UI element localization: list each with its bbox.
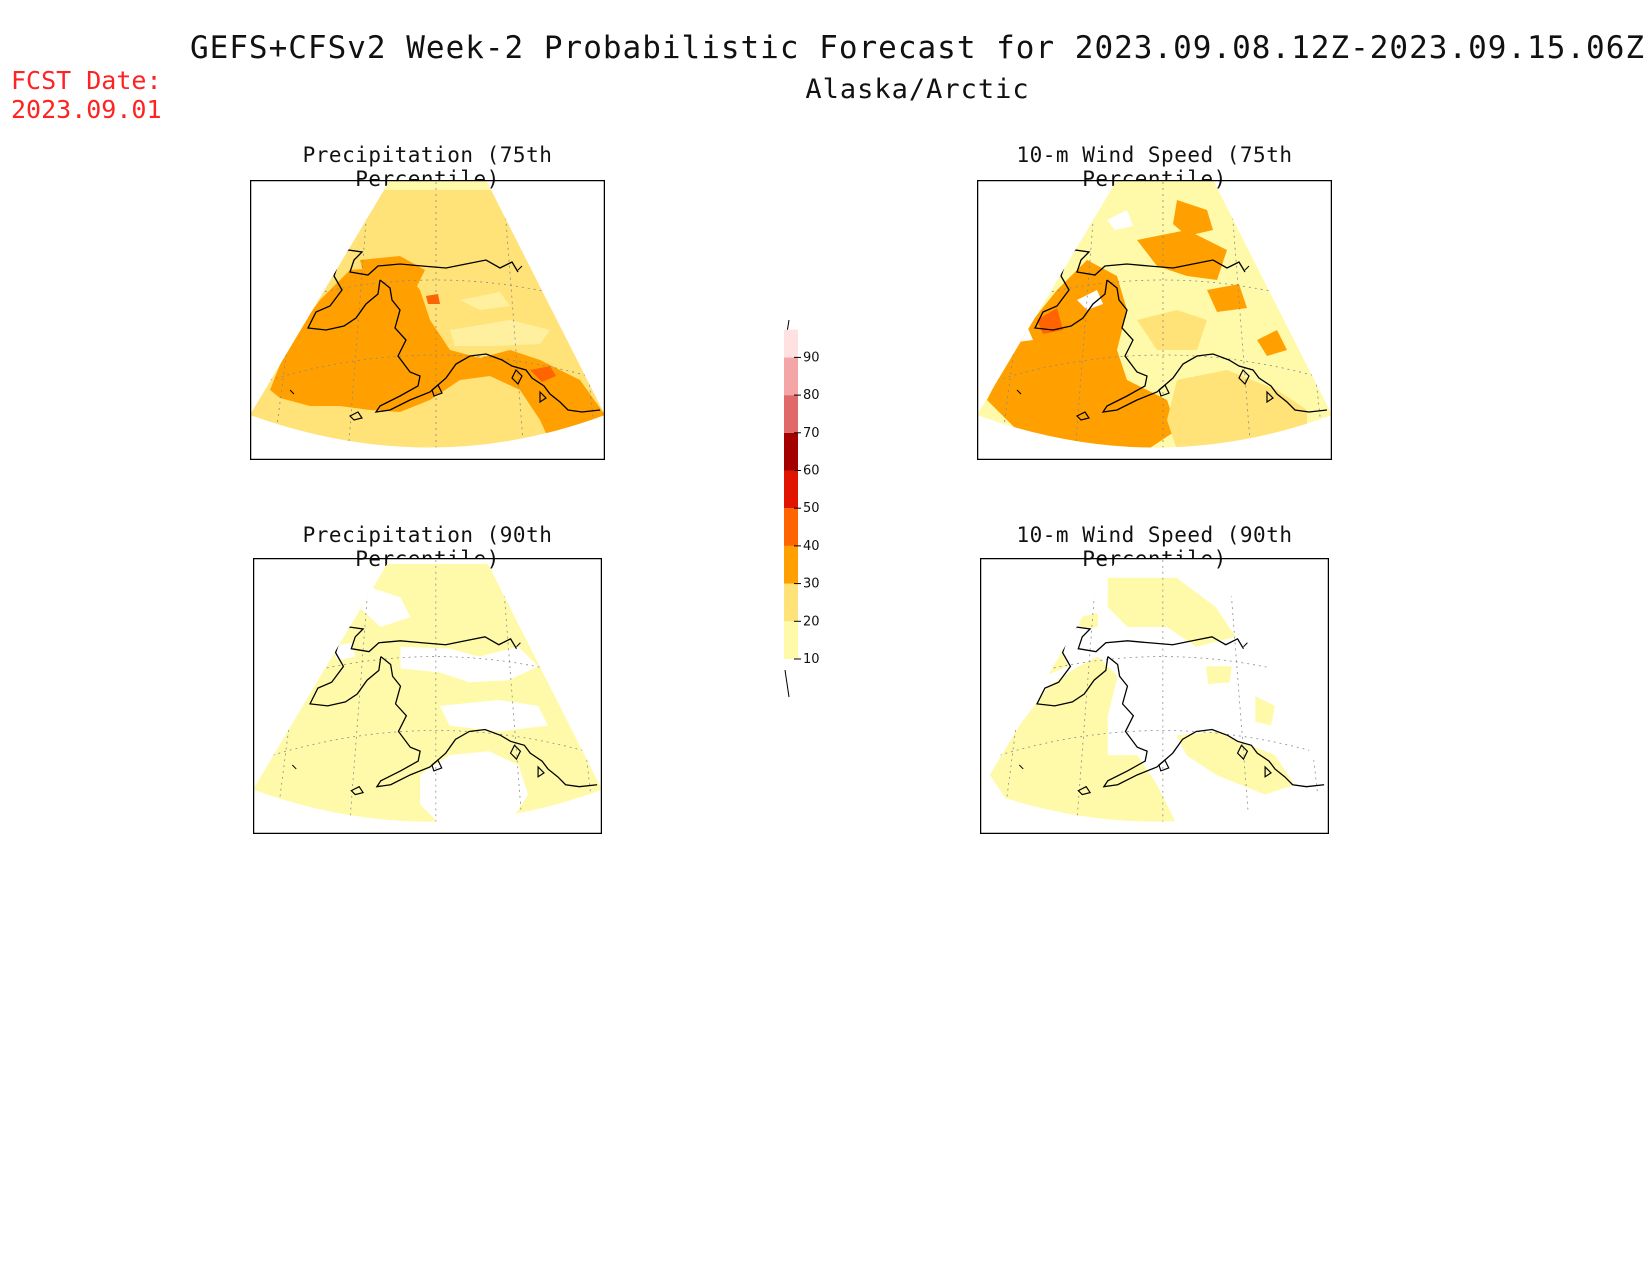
colorbar-box: [784, 432, 798, 471]
colorbar-box: [784, 329, 798, 358]
panel-title-precip-75: Precipitation (75th Percentile): [302, 143, 553, 191]
colorbar-box: [784, 470, 798, 509]
region-subtitle: Alaska/Arctic: [805, 74, 1030, 105]
colorbar-tick-label: 50: [803, 501, 820, 516]
colorbar-tick-label: 60: [803, 464, 820, 479]
forecast-date-value: 2023.09.01: [11, 95, 162, 124]
colorbar-tick-label: 70: [803, 426, 820, 441]
colorbar-tick-label: 30: [803, 577, 820, 592]
colorbar-box: [784, 545, 798, 584]
colorbar-tick-label: 80: [803, 388, 820, 403]
colorbar-box: [784, 395, 798, 433]
map-wind-90: [980, 558, 1329, 834]
colorbar-box: [784, 583, 798, 622]
colorbar: 10 20 30 40 50 60 70 80 90: [784, 319, 820, 698]
map-precip-75: [250, 180, 605, 460]
colorbar-tick-label: 20: [803, 614, 820, 629]
forecast-date: FCST Date: 2023.09.01: [11, 66, 162, 124]
map-wind-75: [977, 180, 1332, 460]
colorbar-bottom-cap: [784, 669, 790, 698]
colorbar-box: [784, 357, 798, 396]
colorbar-tick-label: 40: [803, 539, 820, 554]
colorbar-box: [784, 621, 798, 659]
map-precip-90: [253, 558, 602, 834]
page-title: GEFS+CFSv2 Week-2 Probabilistic Forecast…: [189, 30, 1646, 66]
forecast-date-label: FCST Date:: [11, 66, 162, 95]
colorbar-tick-label: 10: [803, 652, 820, 667]
colorbar-box: [784, 508, 798, 546]
colorbar-tick-label: 90: [803, 350, 820, 365]
